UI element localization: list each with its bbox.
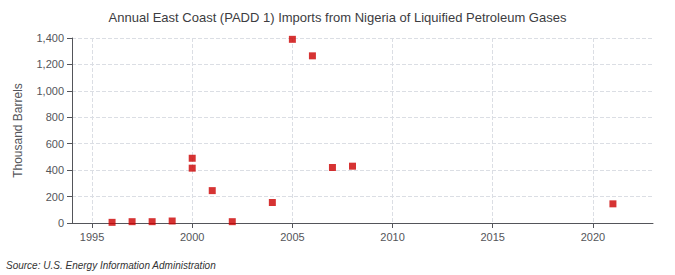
svg-text:2020: 2020	[581, 231, 605, 243]
svg-text:2015: 2015	[480, 231, 504, 243]
svg-text:200: 200	[46, 191, 64, 203]
svg-text:Thousand Barrels: Thousand Barrels	[11, 83, 25, 178]
svg-text:Annual East Coast (PADD 1) Imp: Annual East Coast (PADD 1) Imports from …	[109, 10, 567, 25]
svg-text:0: 0	[58, 217, 64, 229]
svg-text:1,000: 1,000	[36, 85, 64, 97]
svg-text:2010: 2010	[380, 231, 404, 243]
svg-text:600: 600	[46, 138, 64, 150]
svg-text:1,200: 1,200	[36, 58, 64, 70]
svg-text:400: 400	[46, 164, 64, 176]
svg-text:800: 800	[46, 111, 64, 123]
svg-text:Source: U.S. Energy Informatio: Source: U.S. Energy Information Administ…	[6, 260, 216, 271]
svg-text:1995: 1995	[80, 231, 104, 243]
svg-text:2000: 2000	[180, 231, 204, 243]
svg-text:1,400: 1,400	[36, 32, 64, 44]
svg-text:2005: 2005	[280, 231, 304, 243]
